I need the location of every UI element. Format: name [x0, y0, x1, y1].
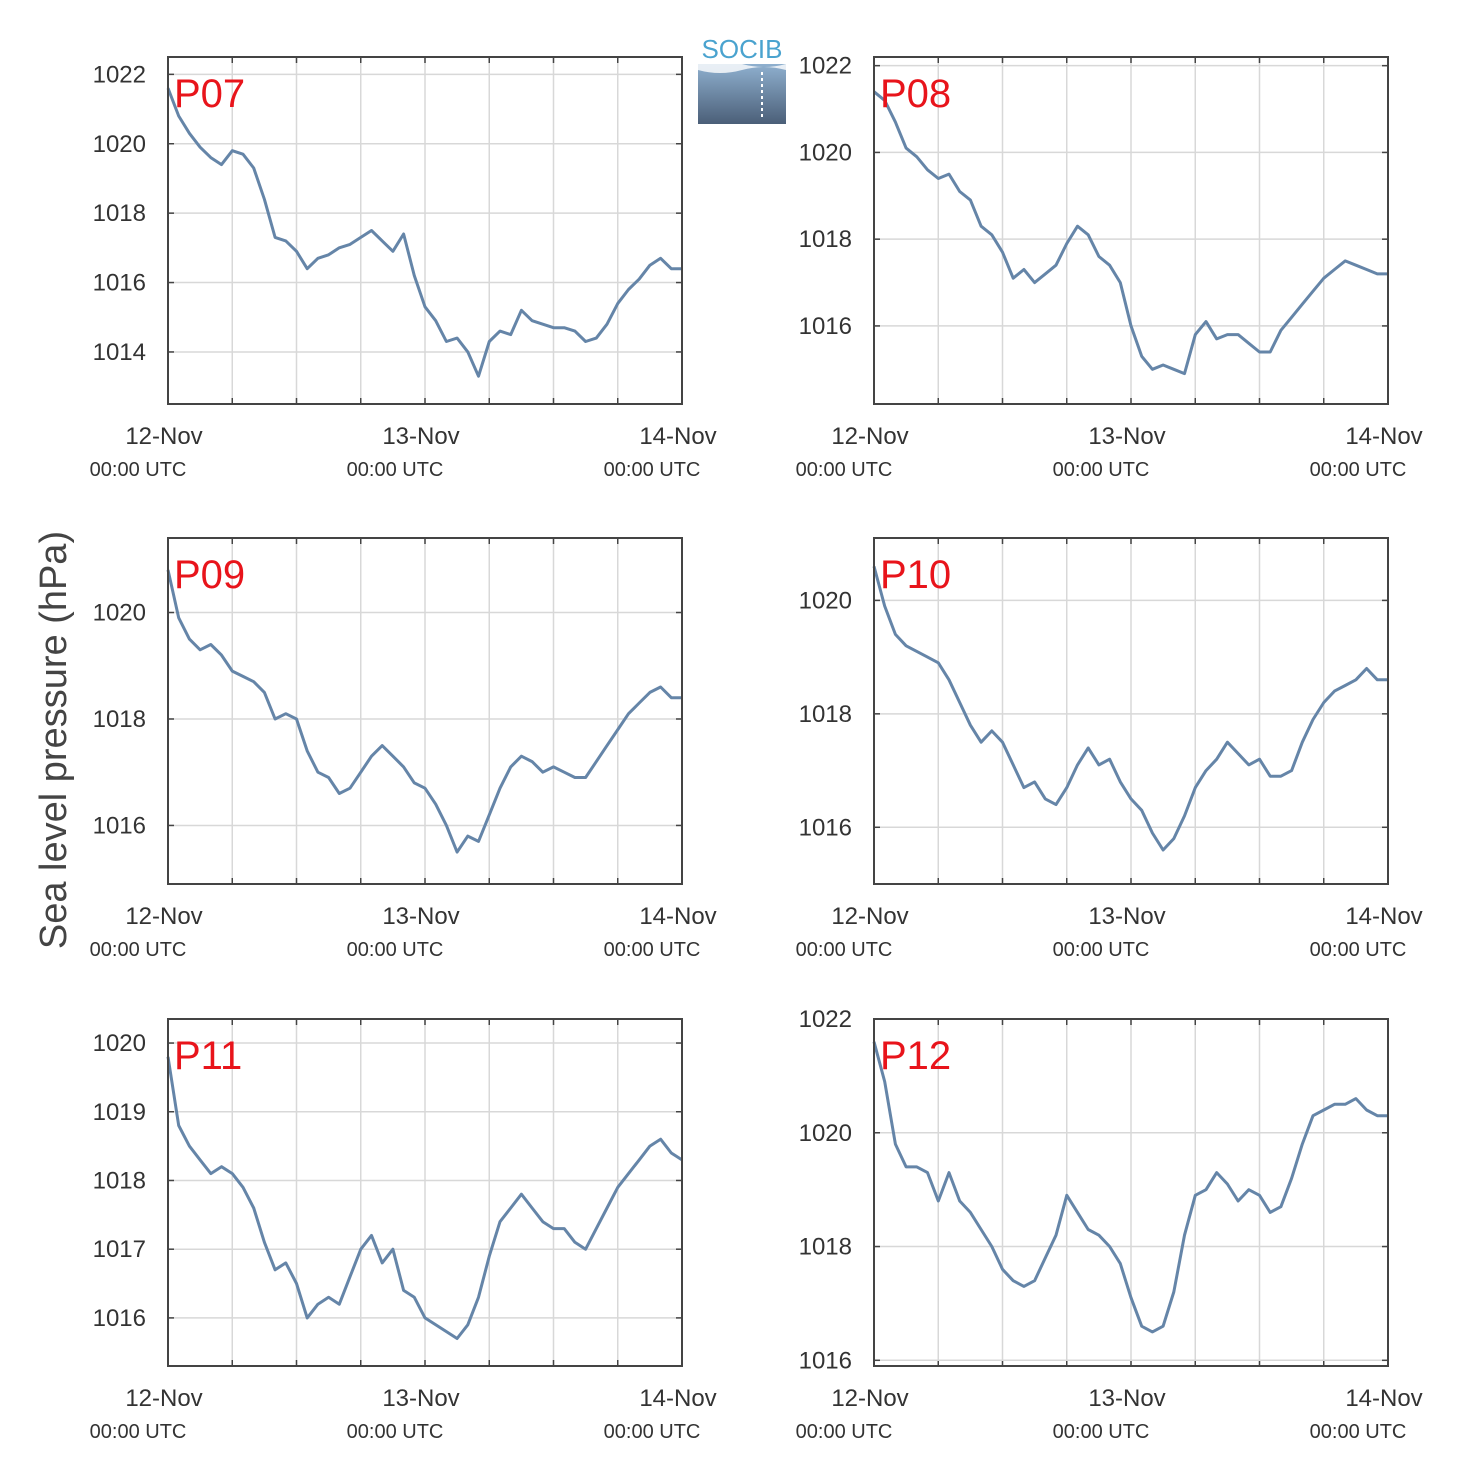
plot-frame	[167, 537, 683, 885]
y-tick-label: 1016	[799, 814, 852, 841]
x-tick-date-label: 12-Nov	[125, 1385, 202, 1412]
x-tick-date-label: 12-Nov	[125, 423, 202, 450]
panel-p08: 1016 1018 1020 1022 12-Nov 00:00 UTC 13-Nov 00:…	[796, 53, 1423, 481]
y-tick-label: 1018	[799, 701, 852, 728]
panel-p11: 1016 1017 1018 1019 1020 12-Nov 00:00 UTC 13-No…	[90, 1018, 717, 1443]
x-tick-time-label: 00:00 UTC	[796, 1421, 893, 1443]
y-tick-label: 1016	[93, 270, 146, 297]
y-tick-label: 1014	[93, 339, 146, 366]
series-line	[873, 90, 1388, 376]
y-tick-label: 1022	[93, 61, 146, 88]
panel-p07: 1014 1016 1018 1020 1022 12-Nov 00:00 UTC 13-No…	[90, 56, 717, 481]
y-tick-label: 1016	[93, 812, 146, 839]
x-tick-date-label: 13-Nov	[1088, 1385, 1165, 1412]
x-tick-time-label: 00:00 UTC	[1053, 939, 1150, 961]
y-tick-label: 1018	[799, 1234, 852, 1261]
x-tick-date-label: 13-Nov	[1088, 423, 1165, 450]
x-tick-date-label: 12-Nov	[831, 1385, 908, 1412]
panel-label: P12	[880, 1034, 951, 1078]
y-tick-label: 1016	[799, 313, 852, 340]
y-tick-label: 1022	[799, 1006, 852, 1033]
y-tick-label: 1018	[93, 200, 146, 227]
y-tick-label: 1020	[93, 131, 146, 158]
y-tick-label: 1016	[799, 1347, 852, 1374]
x-tick-date-label: 14-Nov	[1345, 903, 1422, 930]
x-tick-time-label: 00:00 UTC	[1310, 1421, 1407, 1443]
x-tick-time-label: 00:00 UTC	[1053, 1421, 1150, 1443]
logo-text: SOCIB	[702, 34, 783, 64]
y-tick-label: 1020	[799, 139, 852, 166]
x-tick-time-label: 00:00 UTC	[604, 459, 701, 481]
panel-label: P10	[880, 553, 951, 597]
x-tick-time-label: 00:00 UTC	[90, 1421, 187, 1443]
panel-label: P07	[174, 72, 245, 116]
panel-label: P08	[880, 72, 951, 116]
x-tick-time-label: 00:00 UTC	[1053, 459, 1150, 481]
y-tick-label: 1020	[93, 1030, 146, 1057]
series-line	[872, 1041, 1388, 1334]
y-tick-label: 1018	[93, 1167, 146, 1194]
x-tick-time-label: 00:00 UTC	[604, 1421, 701, 1443]
panel-p09: 1016 1018 1020 12-Nov 00:00 UTC 13-Nov 00:00 U…	[90, 537, 717, 961]
panel-p12: 1016 1018 1020 1022 12-Nov 00:00 UTC 13-Nov 00:…	[796, 1006, 1423, 1443]
plot-frame	[167, 56, 683, 405]
plot-frame	[873, 56, 1389, 405]
y-tick-label: 1020	[799, 587, 852, 614]
series-line	[166, 87, 682, 378]
logo-wave-mark	[698, 64, 786, 124]
x-tick-date-label: 13-Nov	[382, 423, 459, 450]
x-tick-date-label: 14-Nov	[1345, 1385, 1422, 1412]
x-tick-date-label: 13-Nov	[382, 1385, 459, 1412]
y-tick-label: 1018	[799, 226, 852, 253]
series-line	[872, 566, 1388, 852]
y-tick-label: 1018	[93, 706, 146, 733]
x-tick-time-label: 00:00 UTC	[347, 939, 444, 961]
x-tick-time-label: 00:00 UTC	[796, 939, 893, 961]
socib-logo: SOCIB	[698, 34, 786, 124]
y-tick-label: 1020	[799, 1120, 852, 1147]
panel-p10: 1016 1018 1020 12-Nov 00:00 UTC 13-Nov 00:00 U…	[796, 537, 1423, 961]
panel-label: P11	[174, 1034, 242, 1078]
panel-label: P09	[174, 553, 245, 597]
x-tick-date-label: 14-Nov	[639, 423, 716, 450]
series-line	[166, 1056, 683, 1340]
y-tick-label: 1020	[93, 600, 146, 627]
plot-frame	[873, 1018, 1389, 1367]
x-tick-date-label: 14-Nov	[1345, 423, 1422, 450]
plot-frame	[873, 537, 1389, 885]
x-tick-date-label: 12-Nov	[831, 903, 908, 930]
x-tick-date-label: 14-Nov	[639, 903, 716, 930]
y-tick-label: 1019	[93, 1099, 146, 1126]
x-tick-time-label: 00:00 UTC	[1310, 939, 1407, 961]
y-tick-label: 1022	[799, 53, 852, 80]
x-tick-time-label: 00:00 UTC	[796, 459, 893, 481]
series-line	[166, 569, 682, 854]
x-tick-date-label: 13-Nov	[382, 903, 459, 930]
plot-frame	[167, 1018, 683, 1367]
x-tick-date-label: 12-Nov	[831, 423, 908, 450]
x-tick-date-label: 12-Nov	[125, 903, 202, 930]
x-tick-time-label: 00:00 UTC	[604, 939, 701, 961]
x-tick-date-label: 13-Nov	[1088, 903, 1165, 930]
x-tick-time-label: 00:00 UTC	[90, 939, 187, 961]
y-axis-label: Sea level pressure (hPa)	[33, 531, 75, 949]
y-tick-label: 1016	[93, 1305, 146, 1332]
x-tick-time-label: 00:00 UTC	[90, 459, 187, 481]
y-tick-label: 1017	[93, 1236, 146, 1263]
x-tick-date-label: 14-Nov	[639, 1385, 716, 1412]
x-tick-time-label: 00:00 UTC	[347, 459, 444, 481]
x-tick-time-label: 00:00 UTC	[347, 1421, 444, 1443]
x-tick-time-label: 00:00 UTC	[1310, 459, 1407, 481]
